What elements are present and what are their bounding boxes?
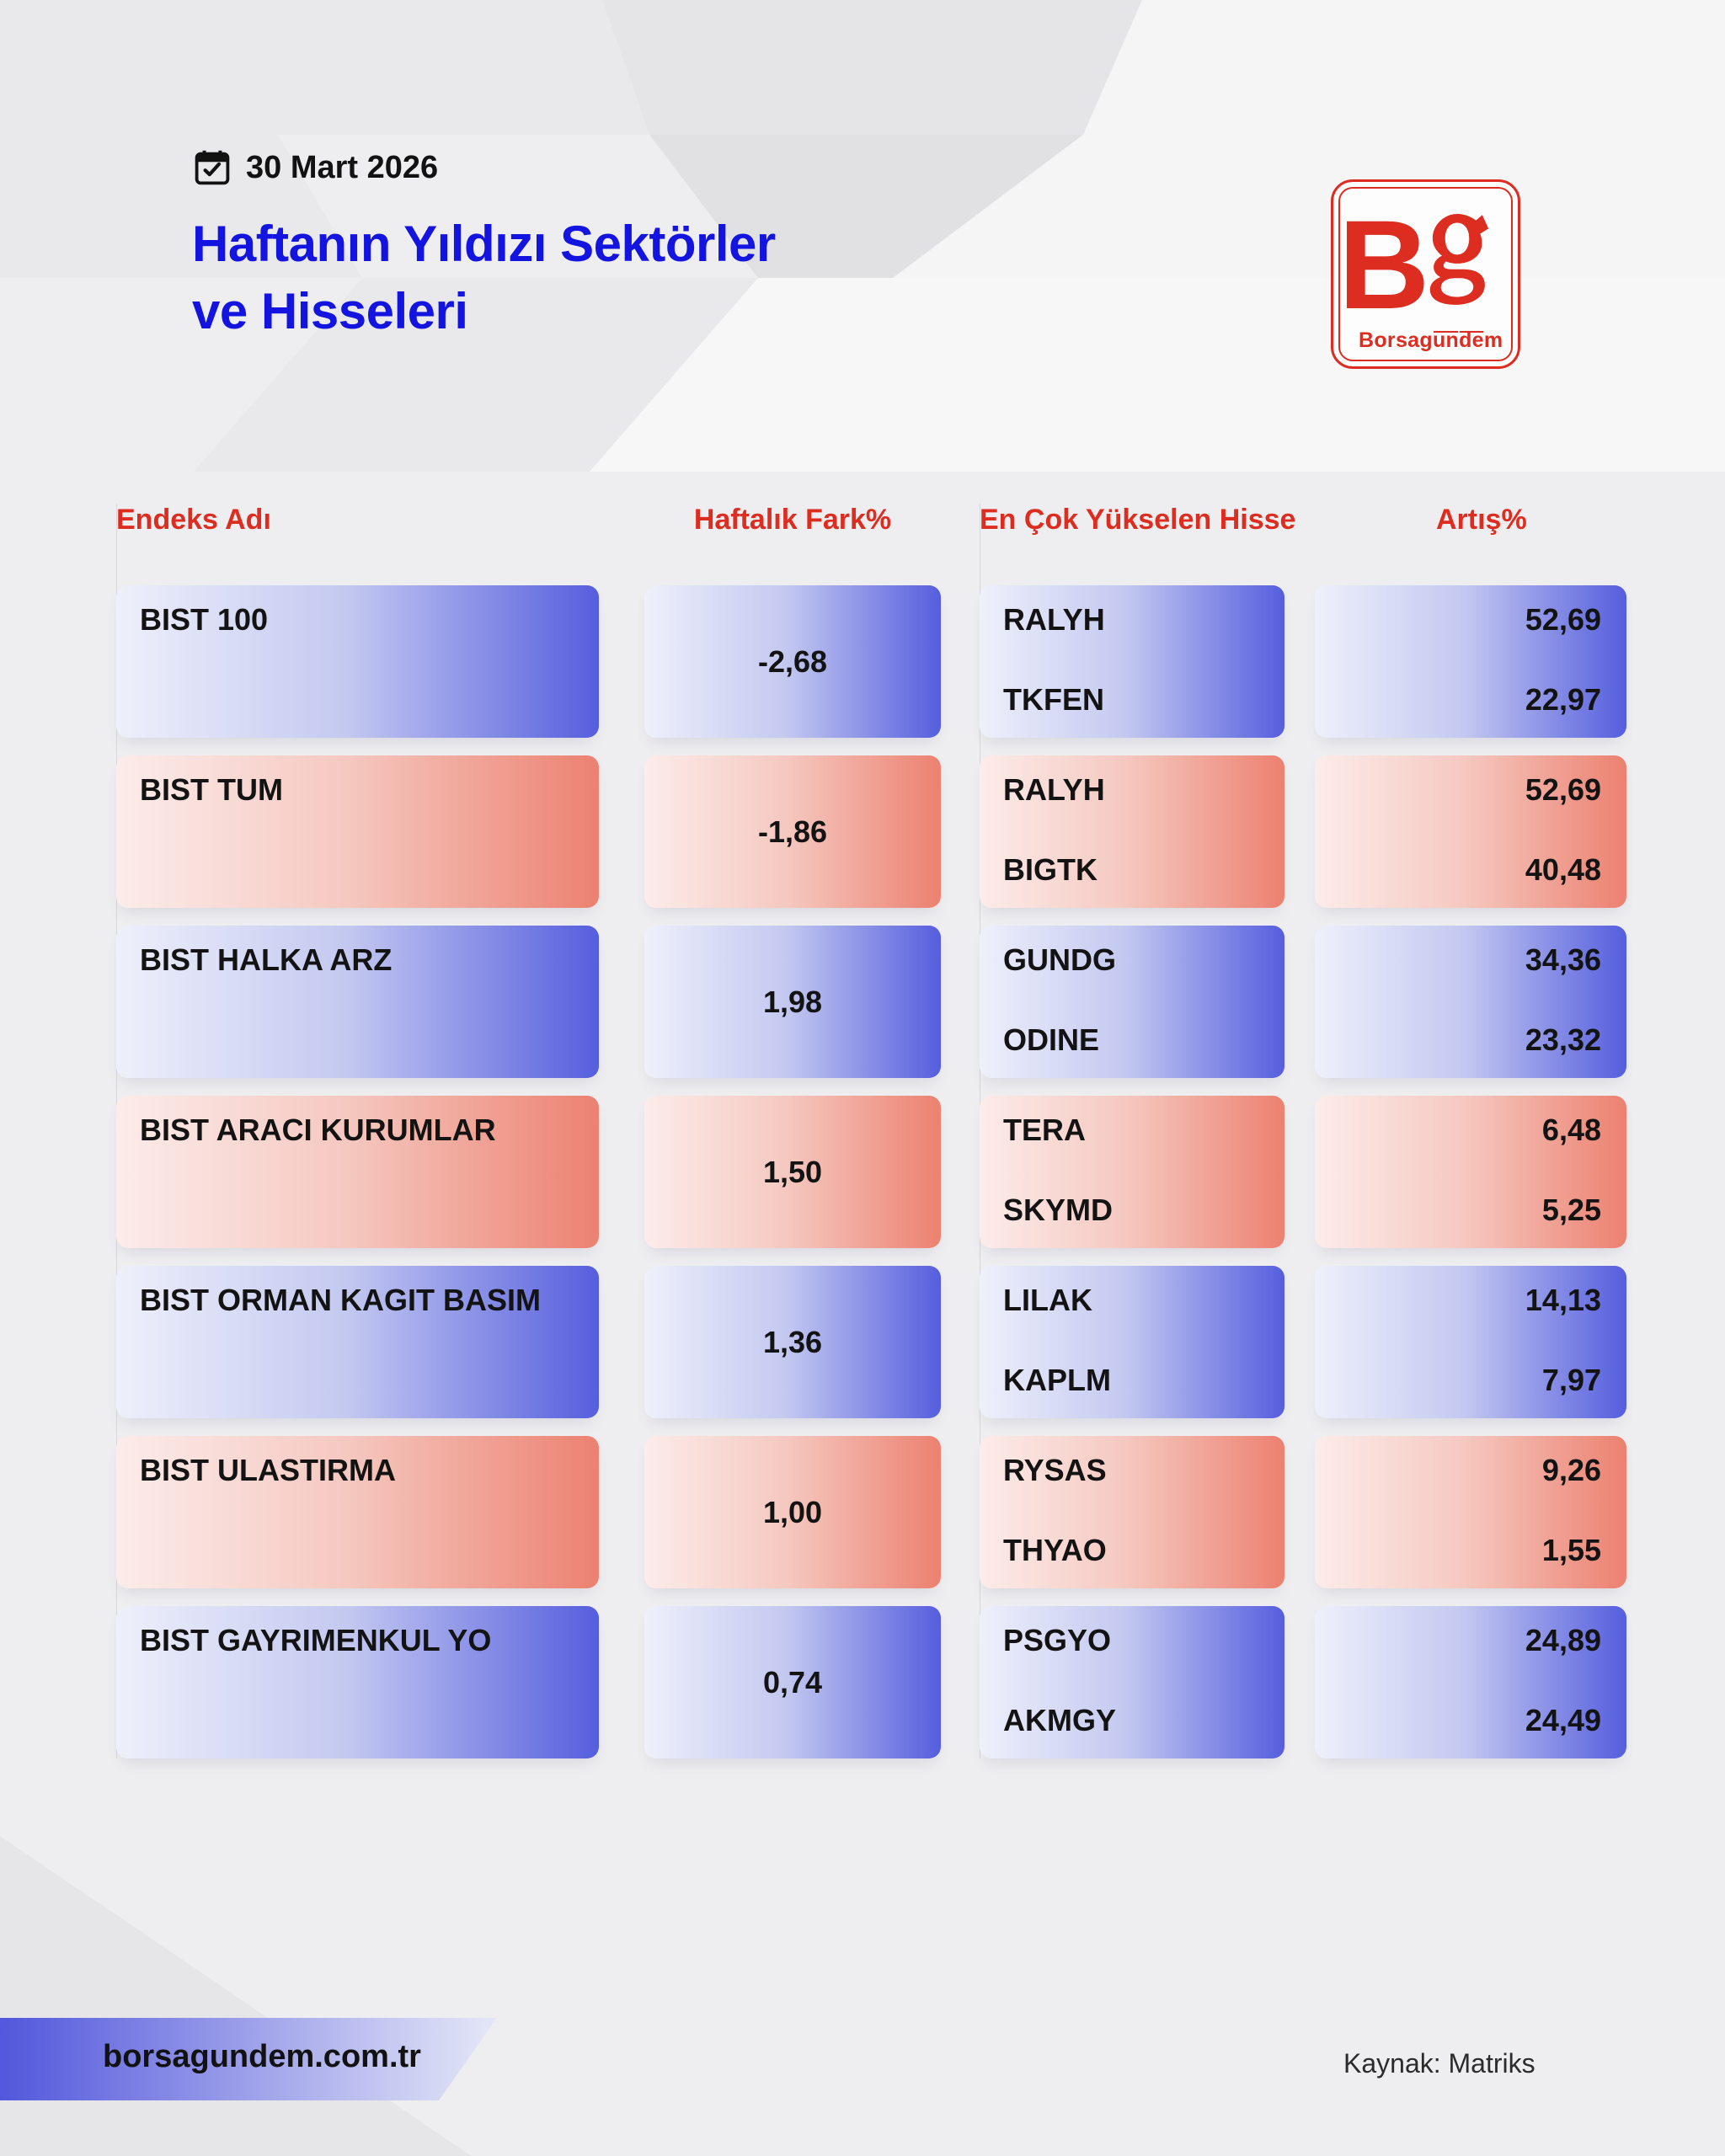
svg-text:B: B [1338, 194, 1424, 335]
